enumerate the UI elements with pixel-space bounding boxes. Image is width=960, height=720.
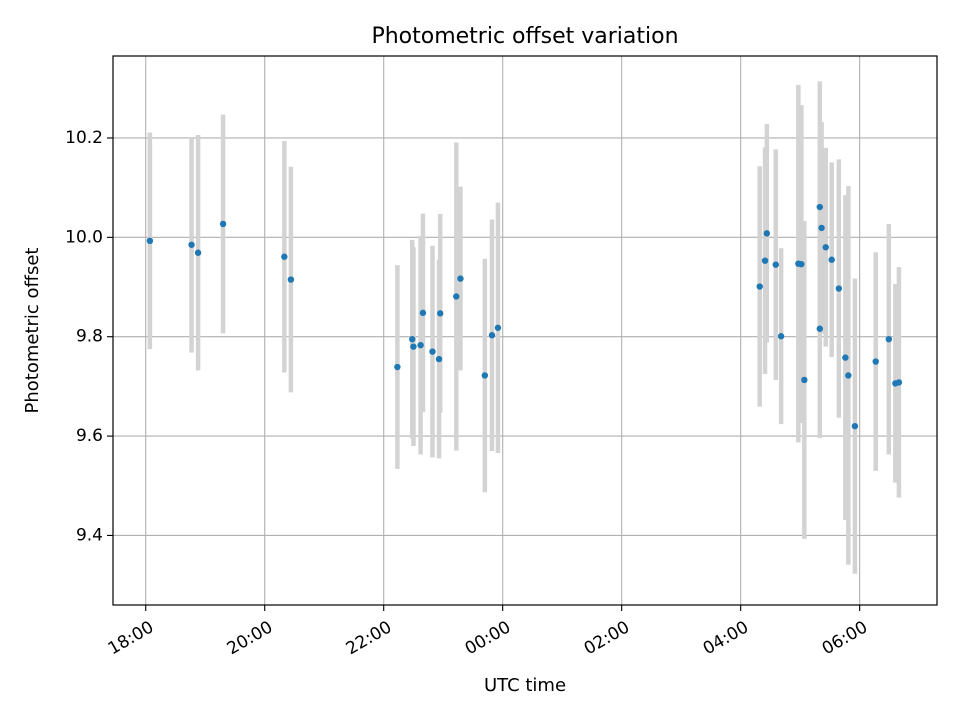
data-point	[872, 358, 879, 365]
data-point	[409, 335, 416, 343]
data-point	[410, 343, 417, 350]
data-point	[895, 379, 903, 386]
data-point	[816, 325, 823, 332]
data-point	[885, 335, 893, 343]
data-point	[417, 341, 424, 349]
data-point	[845, 372, 852, 379]
data-point	[281, 253, 288, 260]
data-point	[494, 324, 502, 331]
x-axis-label: UTC time	[484, 675, 566, 696]
data-point	[287, 276, 295, 283]
data-point	[194, 249, 202, 256]
y-tick-label: 10.2	[65, 128, 103, 148]
data-point	[481, 372, 489, 379]
data-point	[835, 285, 843, 292]
data-point	[394, 363, 401, 371]
y-tick-label: 9.8	[76, 327, 103, 347]
data-point	[437, 310, 444, 317]
data-point	[419, 309, 427, 317]
data-point	[435, 355, 443, 363]
data-point	[777, 333, 785, 340]
data-point	[761, 257, 769, 264]
data-points	[146, 203, 903, 430]
data-point	[763, 230, 771, 237]
data-point	[488, 332, 496, 339]
data-point	[851, 422, 859, 430]
data-point	[822, 244, 829, 251]
data-point	[816, 203, 823, 211]
y-tick-label: 9.6	[76, 426, 103, 446]
data-point	[828, 256, 835, 263]
data-point	[457, 275, 464, 282]
data-point	[146, 237, 154, 245]
y-axis-ticks: 9.4 9.6 9.8 10.0 10.2	[65, 128, 113, 545]
data-point	[801, 376, 808, 384]
y-tick-label: 9.4	[76, 525, 103, 545]
data-point	[772, 261, 779, 268]
data-point	[842, 354, 849, 361]
y-tick-label: 10.0	[65, 227, 103, 247]
data-point	[818, 224, 825, 232]
axes-frame	[112, 55, 938, 606]
chart-title: Photometric offset variation	[371, 24, 678, 49]
data-point	[188, 241, 195, 248]
data-point	[219, 220, 227, 228]
y-axis-label: Photometric offset	[22, 248, 43, 414]
data-point	[453, 293, 460, 300]
data-point	[756, 283, 763, 290]
data-point	[798, 260, 805, 268]
data-point	[429, 348, 436, 355]
